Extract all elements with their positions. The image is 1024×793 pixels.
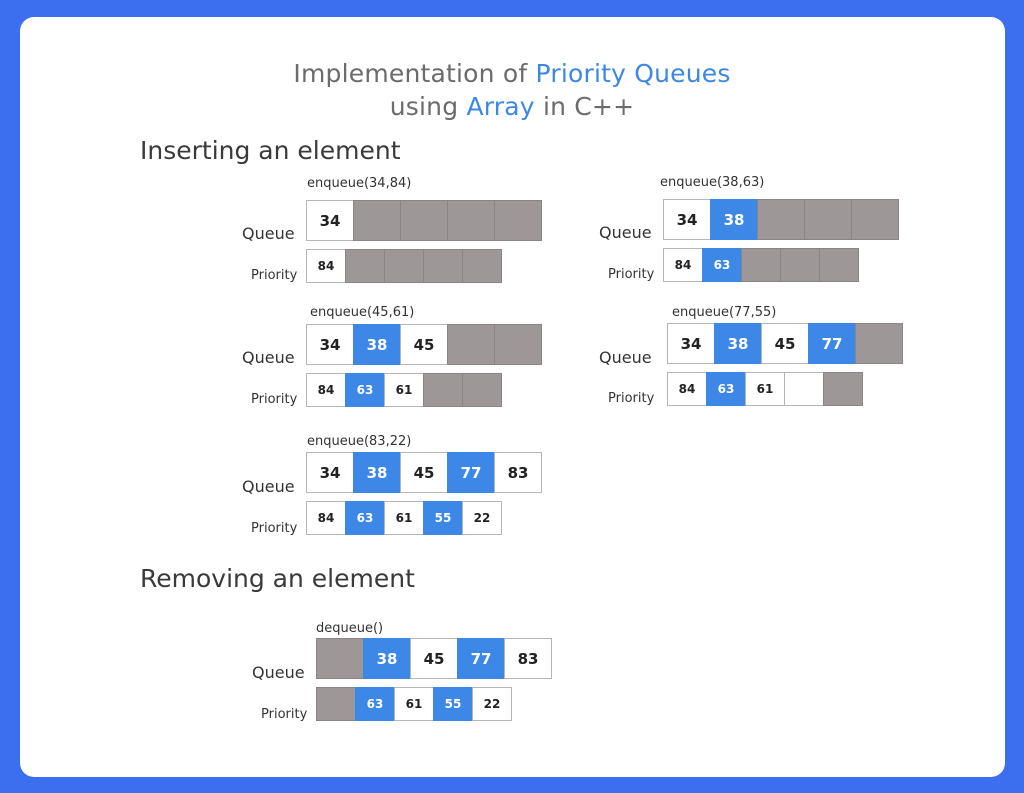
array-cell: 34 — [663, 199, 711, 240]
array-cell: 84 — [306, 249, 346, 283]
title-highlight: Priority Queues — [535, 59, 731, 88]
empty-slot — [494, 324, 542, 365]
empty-slot — [780, 248, 820, 282]
priority-label: Priority — [251, 268, 298, 283]
section-heading-remove: Removing an element — [140, 564, 415, 593]
empty-slot — [819, 248, 859, 282]
queue-array: 34 — [306, 200, 542, 241]
queue-array: 34 38 45 77 83 — [306, 452, 542, 493]
empty-slot — [316, 638, 364, 679]
array-cell: 22 — [462, 501, 502, 535]
operation-label: enqueue(45,61) — [310, 305, 415, 320]
array-cell: 34 — [306, 452, 354, 493]
array-cell: 63 — [345, 373, 385, 407]
array-cell: 38 — [363, 638, 411, 679]
array-cell: 22 — [472, 687, 512, 721]
array-cell: 84 — [306, 501, 346, 535]
title-line-1: Implementation of Priority Queues — [0, 58, 1024, 90]
title-text: Implementation of — [293, 59, 536, 88]
array-cell: 63 — [355, 687, 395, 721]
array-cell: 61 — [384, 373, 424, 407]
queue-array: 34 38 45 77 — [667, 323, 903, 364]
array-cell: 83 — [504, 638, 552, 679]
array-cell: 38 — [353, 324, 401, 365]
array-cell: 45 — [400, 324, 448, 365]
operation-label: enqueue(34,84) — [307, 176, 412, 191]
section-heading-insert: Inserting an element — [140, 136, 401, 165]
array-cell: 77 — [808, 323, 856, 364]
title-text: in C++ — [534, 92, 635, 121]
title-text: using — [389, 92, 467, 121]
empty-slot — [855, 323, 903, 364]
priority-array: 84 63 61 — [306, 373, 502, 407]
empty-slot — [423, 373, 463, 407]
empty-slot — [757, 199, 805, 240]
priority-array: 84 63 61 55 22 — [306, 501, 502, 535]
priority-label: Priority — [608, 391, 655, 406]
queue-label: Queue — [242, 224, 295, 243]
queue-label: Queue — [242, 348, 295, 367]
array-cell: 45 — [761, 323, 809, 364]
empty-slot — [851, 199, 899, 240]
empty-slot — [423, 249, 463, 283]
title-highlight: Array — [466, 92, 535, 121]
priority-array: 84 63 61 — [667, 372, 863, 406]
empty-slot — [353, 200, 401, 241]
array-cell: 84 — [306, 373, 346, 407]
empty-slot — [447, 324, 495, 365]
empty-slot — [316, 687, 356, 721]
priority-label: Priority — [251, 521, 298, 536]
empty-slot — [804, 199, 852, 240]
array-cell: 63 — [702, 248, 742, 282]
operation-label: enqueue(83,22) — [307, 434, 412, 449]
array-cell: 77 — [457, 638, 505, 679]
array-cell: 63 — [345, 501, 385, 535]
array-cell: 77 — [447, 452, 495, 493]
operation-label: enqueue(77,55) — [672, 305, 777, 320]
array-cell: 34 — [306, 324, 354, 365]
array-cell: 63 — [706, 372, 746, 406]
array-cell: 61 — [394, 687, 434, 721]
array-cell: 83 — [494, 452, 542, 493]
queue-array: 38 45 77 83 — [316, 638, 552, 679]
empty-slot — [384, 249, 424, 283]
operation-label: dequeue() — [316, 621, 384, 636]
title-line-2: using Array in C++ — [0, 91, 1024, 123]
array-cell: 38 — [353, 452, 401, 493]
array-cell: 34 — [667, 323, 715, 364]
priority-array: 63 61 55 22 — [316, 687, 512, 721]
priority-label: Priority — [608, 267, 655, 282]
priority-label: Priority — [251, 392, 298, 407]
array-cell — [784, 372, 824, 406]
array-cell: 61 — [384, 501, 424, 535]
array-cell: 34 — [306, 200, 354, 241]
queue-label: Queue — [599, 223, 652, 242]
empty-slot — [447, 200, 495, 241]
array-cell: 84 — [663, 248, 703, 282]
array-cell: 45 — [400, 452, 448, 493]
empty-slot — [400, 200, 448, 241]
empty-slot — [462, 373, 502, 407]
queue-array: 34 38 45 — [306, 324, 542, 365]
array-cell: 55 — [433, 687, 473, 721]
empty-slot — [462, 249, 502, 283]
queue-array: 34 38 — [663, 199, 899, 240]
array-cell: 45 — [410, 638, 458, 679]
array-cell: 61 — [745, 372, 785, 406]
empty-slot — [823, 372, 863, 406]
empty-slot — [345, 249, 385, 283]
priority-array: 84 — [306, 249, 502, 283]
array-cell: 84 — [667, 372, 707, 406]
array-cell: 38 — [714, 323, 762, 364]
empty-slot — [741, 248, 781, 282]
operation-label: enqueue(38,63) — [660, 175, 765, 190]
queue-label: Queue — [599, 348, 652, 367]
priority-label: Priority — [261, 707, 308, 722]
queue-label: Queue — [242, 477, 295, 496]
array-cell: 55 — [423, 501, 463, 535]
empty-slot — [494, 200, 542, 241]
array-cell: 38 — [710, 199, 758, 240]
priority-array: 84 63 — [663, 248, 859, 282]
queue-label: Queue — [252, 663, 305, 682]
